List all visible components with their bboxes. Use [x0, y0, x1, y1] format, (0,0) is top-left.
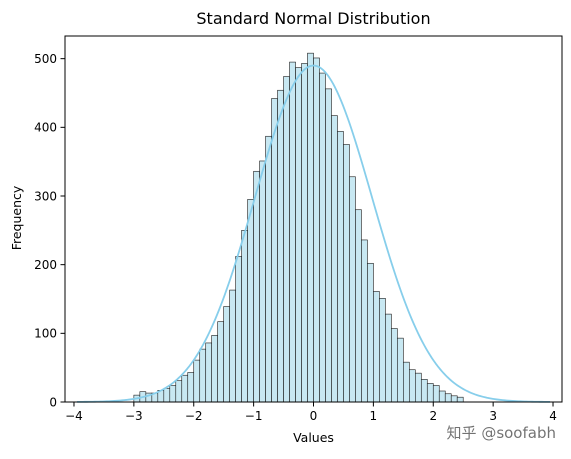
x-axis-label: Values [293, 430, 334, 445]
x-tick-label: 0 [310, 409, 318, 423]
y-tick-label: 0 [49, 395, 57, 409]
histogram-bar [175, 380, 183, 403]
histogram-bar [313, 57, 320, 403]
histogram-bar [283, 76, 290, 403]
histogram-bar [211, 335, 218, 403]
histogram-bar [307, 52, 314, 403]
histogram-bar [403, 361, 410, 403]
y-tick-label: 200 [34, 258, 57, 272]
histogram-bar [397, 337, 404, 403]
axes-layer: −4 −3 −2 −1 0 1 2 3 4 0 100 200 300 400 500 [34, 35, 563, 423]
x-tick-label: 3 [489, 409, 497, 423]
x-tick-label: −4 [65, 409, 83, 423]
histogram-bar [223, 306, 230, 403]
x-tick-label: 2 [429, 409, 437, 423]
histogram-bar [450, 395, 458, 403]
histogram-bar [163, 387, 171, 403]
kde-layer [76, 64, 551, 403]
x-tick-label: 1 [370, 409, 378, 423]
y-tick-label: 300 [34, 189, 57, 203]
histogram-bar [241, 230, 248, 403]
histogram-bar [199, 348, 207, 403]
histogram-bar [193, 359, 201, 403]
bars-layer [133, 52, 464, 403]
histogram-bar [169, 385, 177, 403]
histogram-bar [385, 313, 392, 403]
histogram-bar [337, 131, 344, 403]
histogram-bar [181, 374, 189, 403]
y-tick-label: 400 [34, 121, 57, 135]
histogram-bar [319, 72, 326, 403]
y-axis-label: Frequency [9, 185, 24, 250]
histogram-bar [420, 379, 428, 403]
histogram-bar [325, 88, 332, 403]
histogram-bar [235, 256, 242, 403]
histogram-bar [426, 383, 434, 403]
histogram-bar [379, 298, 386, 403]
y-tick-label: 100 [34, 327, 57, 341]
histogram-bar [414, 372, 422, 403]
chart-title: Standard Normal Distribution [196, 9, 430, 28]
histogram-bar [265, 135, 272, 403]
histogram-bar [229, 289, 236, 403]
kde-curve [76, 64, 551, 403]
x-tick-label: 4 [549, 409, 557, 423]
histogram-bar [373, 291, 380, 403]
histogram-bar [253, 170, 260, 403]
histogram-bar [295, 67, 302, 403]
x-tick-label: −1 [245, 409, 263, 423]
histogram-bar [355, 209, 362, 403]
y-tick-label: 500 [34, 52, 57, 66]
histogram-bar [391, 328, 398, 403]
histogram-bar [259, 160, 266, 403]
x-tick-label: −3 [125, 409, 143, 423]
histogram-bar [301, 63, 308, 403]
histogram-bar [205, 342, 213, 403]
histogram-bar [247, 199, 254, 403]
histogram-bar [331, 115, 338, 403]
histogram-bar [432, 385, 440, 403]
watermark-text: 知乎 @soofabh [447, 424, 556, 442]
histogram-bar [187, 372, 195, 403]
histogram-bar [456, 396, 464, 403]
histogram-bar [409, 369, 416, 403]
histogram-bar [361, 239, 368, 403]
histogram-bar [277, 89, 284, 403]
histogram-bar [271, 98, 278, 403]
histogram-bar [217, 321, 224, 403]
histogram-bar [438, 390, 446, 403]
histogram-bar [444, 393, 452, 403]
histogram-bar [349, 176, 356, 403]
histogram-bar [367, 262, 374, 403]
histogram-bar [289, 61, 296, 403]
x-tick-label: −2 [185, 409, 203, 423]
histogram-bar [343, 144, 350, 403]
